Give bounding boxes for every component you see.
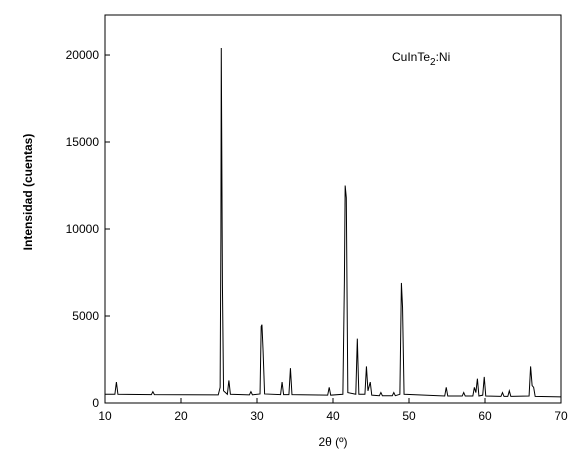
x-tick-label: 30 [250, 409, 264, 423]
annotation: CuInTe2:Ni [392, 50, 450, 68]
y-tick-label: 5000 [72, 309, 99, 323]
y-tick-label: 0 [92, 396, 99, 410]
data-line [105, 48, 562, 398]
annotation-text: CuInTe [392, 50, 430, 64]
plot-frame [104, 14, 562, 404]
y-tick-label: 20000 [66, 48, 100, 62]
y-tick-label: 15000 [66, 135, 100, 149]
x-axis-label: 2θ (º) [318, 435, 347, 449]
x-tick-label: 60 [478, 409, 492, 423]
y-axis-label: Intensidad (cuentas) [21, 134, 35, 251]
x-tick-label: 70 [554, 409, 568, 423]
annotation-suffix: :Ni [436, 50, 451, 64]
y-tick-label: 10000 [66, 222, 100, 236]
x-tick-label: 40 [326, 409, 340, 423]
x-tick-label: 20 [174, 409, 188, 423]
x-tick-label: 10 [98, 409, 112, 423]
x-tick-label: 50 [402, 409, 416, 423]
annotation-subscript: 2 [430, 57, 436, 68]
